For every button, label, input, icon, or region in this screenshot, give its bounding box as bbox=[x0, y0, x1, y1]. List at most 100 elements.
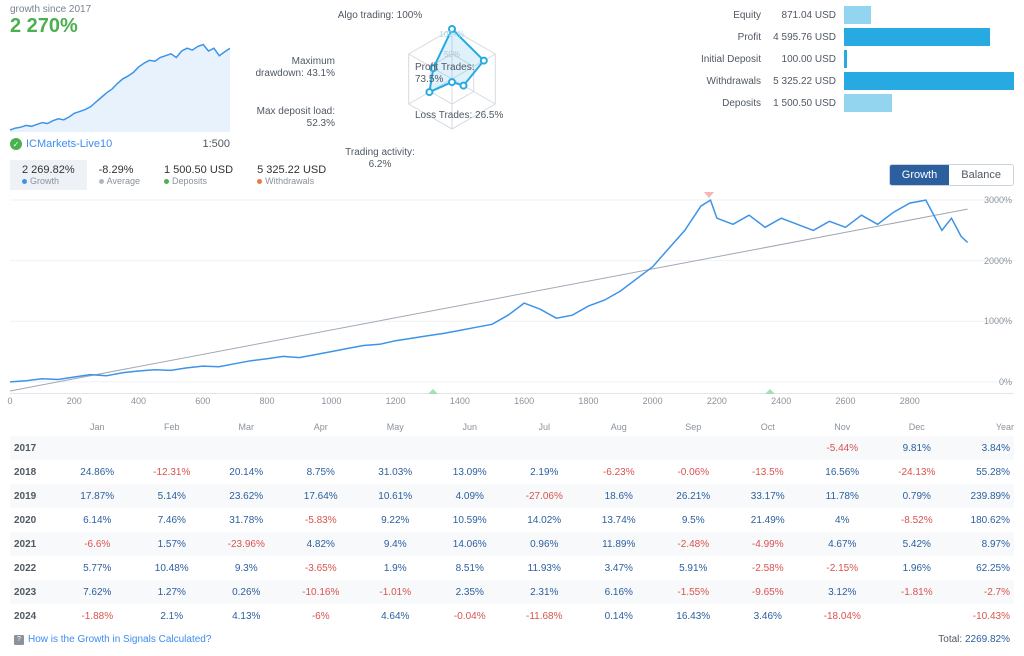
data-cell[interactable]: 9.4% bbox=[358, 539, 433, 550]
data-cell[interactable]: -2.15% bbox=[805, 563, 880, 574]
data-cell[interactable]: -2.58% bbox=[731, 563, 806, 574]
data-cell[interactable]: 4.64% bbox=[358, 611, 433, 622]
data-cell[interactable]: 4.82% bbox=[284, 539, 359, 550]
data-cell[interactable]: 5.14% bbox=[135, 491, 210, 502]
data-cell[interactable]: 11.78% bbox=[805, 491, 880, 502]
legend-item[interactable]: -8.29%Average bbox=[87, 160, 152, 190]
data-cell[interactable]: -12.31% bbox=[135, 467, 210, 478]
data-cell[interactable]: -1.55% bbox=[656, 587, 731, 598]
data-cell[interactable]: 1.57% bbox=[135, 539, 210, 550]
toggle-growth[interactable]: Growth bbox=[890, 165, 949, 185]
data-cell[interactable]: 14.02% bbox=[507, 515, 582, 526]
data-cell[interactable]: 8.51% bbox=[433, 563, 508, 574]
data-cell[interactable]: 4% bbox=[805, 515, 880, 526]
data-cell[interactable]: 11.89% bbox=[582, 539, 657, 550]
data-cell[interactable]: 2.31% bbox=[507, 587, 582, 598]
data-cell[interactable]: 10.59% bbox=[433, 515, 508, 526]
data-cell[interactable]: -23.96% bbox=[209, 539, 284, 550]
data-cell[interactable]: 11.93% bbox=[507, 563, 582, 574]
data-cell[interactable]: 9.22% bbox=[358, 515, 433, 526]
data-cell[interactable]: 9.81% bbox=[880, 443, 955, 454]
data-cell[interactable]: 17.87% bbox=[60, 491, 135, 502]
data-cell[interactable]: 20.14% bbox=[209, 467, 284, 478]
data-cell[interactable]: 21.49% bbox=[731, 515, 806, 526]
data-cell[interactable]: -10.16% bbox=[284, 587, 359, 598]
month-header-cell: Dec bbox=[880, 422, 955, 432]
data-cell[interactable]: -1.01% bbox=[358, 587, 433, 598]
data-cell[interactable]: 10.61% bbox=[358, 491, 433, 502]
data-cell[interactable]: 1.27% bbox=[135, 587, 210, 598]
data-cell[interactable]: -6.23% bbox=[582, 467, 657, 478]
data-cell[interactable]: 2.1% bbox=[135, 611, 210, 622]
data-cell[interactable]: -5.44% bbox=[805, 443, 880, 454]
data-cell[interactable]: 0.79% bbox=[880, 491, 955, 502]
data-cell[interactable]: -0.06% bbox=[656, 467, 731, 478]
broker-link[interactable]: ✓ ICMarkets-Live10 bbox=[10, 138, 112, 150]
data-cell[interactable]: 10.48% bbox=[135, 563, 210, 574]
legend-item[interactable]: 2 269.82%Growth bbox=[10, 160, 87, 190]
year-cell: 2020 bbox=[10, 515, 60, 526]
data-cell[interactable]: 0.26% bbox=[209, 587, 284, 598]
data-cell[interactable]: 7.62% bbox=[60, 587, 135, 598]
data-cell[interactable]: 8.75% bbox=[284, 467, 359, 478]
data-cell[interactable]: -6.6% bbox=[60, 539, 135, 550]
data-cell[interactable]: 31.78% bbox=[209, 515, 284, 526]
data-cell[interactable]: -9.65% bbox=[731, 587, 806, 598]
main-growth-chart[interactable]: 0%1000%2000%3000% bbox=[10, 194, 1014, 394]
data-cell[interactable]: 3.47% bbox=[582, 563, 657, 574]
data-cell[interactable]: -0.04% bbox=[433, 611, 508, 622]
data-cell[interactable]: 13.74% bbox=[582, 515, 657, 526]
table-row: 2021-6.6%1.57%-23.96%4.82%9.4%14.06%0.96… bbox=[10, 532, 1014, 556]
data-cell[interactable]: 1.9% bbox=[358, 563, 433, 574]
data-cell[interactable]: 4.13% bbox=[209, 611, 284, 622]
data-cell[interactable]: 31.03% bbox=[358, 467, 433, 478]
data-cell[interactable]: 6.16% bbox=[582, 587, 657, 598]
legend-item[interactable]: 1 500.50 USDDeposits bbox=[152, 160, 245, 190]
legend-item[interactable]: 5 325.22 USDWithdrawals bbox=[245, 160, 338, 190]
data-cell[interactable]: 0.14% bbox=[582, 611, 657, 622]
data-cell[interactable]: 4.67% bbox=[805, 539, 880, 550]
data-cell[interactable]: 2.35% bbox=[433, 587, 508, 598]
data-cell[interactable]: 16.56% bbox=[805, 467, 880, 478]
data-cell[interactable]: 17.64% bbox=[284, 491, 359, 502]
data-cell[interactable]: 5.77% bbox=[60, 563, 135, 574]
data-cell[interactable]: 1.96% bbox=[880, 563, 955, 574]
data-cell[interactable]: 33.17% bbox=[731, 491, 806, 502]
data-cell[interactable]: -3.65% bbox=[284, 563, 359, 574]
data-cell[interactable]: 3.46% bbox=[731, 611, 806, 622]
growth-help-link[interactable]: ? How is the Growth in Signals Calculate… bbox=[14, 634, 211, 645]
data-cell[interactable]: -11.68% bbox=[507, 611, 582, 622]
data-cell[interactable]: 0.96% bbox=[507, 539, 582, 550]
data-cell[interactable]: 13.09% bbox=[433, 467, 508, 478]
data-cell[interactable]: -2.48% bbox=[656, 539, 731, 550]
data-cell[interactable]: -1.88% bbox=[60, 611, 135, 622]
data-cell[interactable]: 5.42% bbox=[880, 539, 955, 550]
data-cell[interactable]: 4.09% bbox=[433, 491, 508, 502]
data-cell[interactable]: -8.52% bbox=[880, 515, 955, 526]
data-cell[interactable]: 24.86% bbox=[60, 467, 135, 478]
data-cell[interactable]: -4.99% bbox=[731, 539, 806, 550]
data-cell[interactable]: -5.83% bbox=[284, 515, 359, 526]
stat-label: Equity bbox=[674, 10, 769, 21]
data-cell[interactable]: -1.81% bbox=[880, 587, 955, 598]
data-cell[interactable]: 26.21% bbox=[656, 491, 731, 502]
x-tick: 2800 bbox=[900, 396, 920, 406]
data-cell[interactable]: 14.06% bbox=[433, 539, 508, 550]
data-cell[interactable]: -13.5% bbox=[731, 467, 806, 478]
data-cell[interactable]: 9.5% bbox=[656, 515, 731, 526]
data-cell[interactable]: 3.12% bbox=[805, 587, 880, 598]
data-cell[interactable]: -6% bbox=[284, 611, 359, 622]
data-cell[interactable]: 18.6% bbox=[582, 491, 657, 502]
data-cell[interactable]: 23.62% bbox=[209, 491, 284, 502]
data-cell[interactable]: 6.14% bbox=[60, 515, 135, 526]
data-cell[interactable]: 2.19% bbox=[507, 467, 582, 478]
data-cell[interactable]: -24.13% bbox=[880, 467, 955, 478]
data-cell[interactable]: -27.06% bbox=[507, 491, 582, 502]
data-cell[interactable]: 16.43% bbox=[656, 611, 731, 622]
toggle-balance[interactable]: Balance bbox=[949, 165, 1013, 185]
data-cell[interactable]: 7.46% bbox=[135, 515, 210, 526]
data-cell[interactable]: 9.3% bbox=[209, 563, 284, 574]
month-header: JanFebMarAprMayJunJulAugSepOctNovDecYear bbox=[0, 410, 1024, 436]
data-cell[interactable]: -18.04% bbox=[805, 611, 880, 622]
data-cell[interactable]: 5.91% bbox=[656, 563, 731, 574]
